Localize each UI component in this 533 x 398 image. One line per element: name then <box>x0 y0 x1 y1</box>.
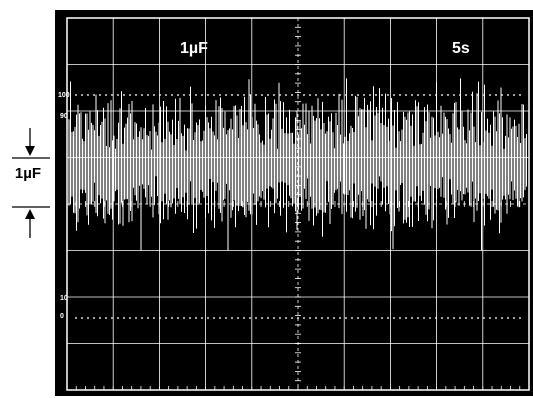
noise-trace <box>68 78 527 251</box>
marker-top-arrow-head <box>25 146 35 156</box>
marker-bottom-arrow-head <box>25 209 35 219</box>
trace-strokes <box>68 78 527 251</box>
y-tick-100: 100 <box>58 92 70 99</box>
horizontal-scale-label: 5s <box>452 40 470 57</box>
y-tick-0: 0 <box>60 313 64 320</box>
side-marker-label: 1µF <box>14 165 42 182</box>
vertical-scale-label: 1µF <box>180 40 208 57</box>
y-tick-90: 90 <box>60 113 68 120</box>
y-tick-10: 10 <box>60 295 68 302</box>
amplitude-marker <box>12 128 50 238</box>
